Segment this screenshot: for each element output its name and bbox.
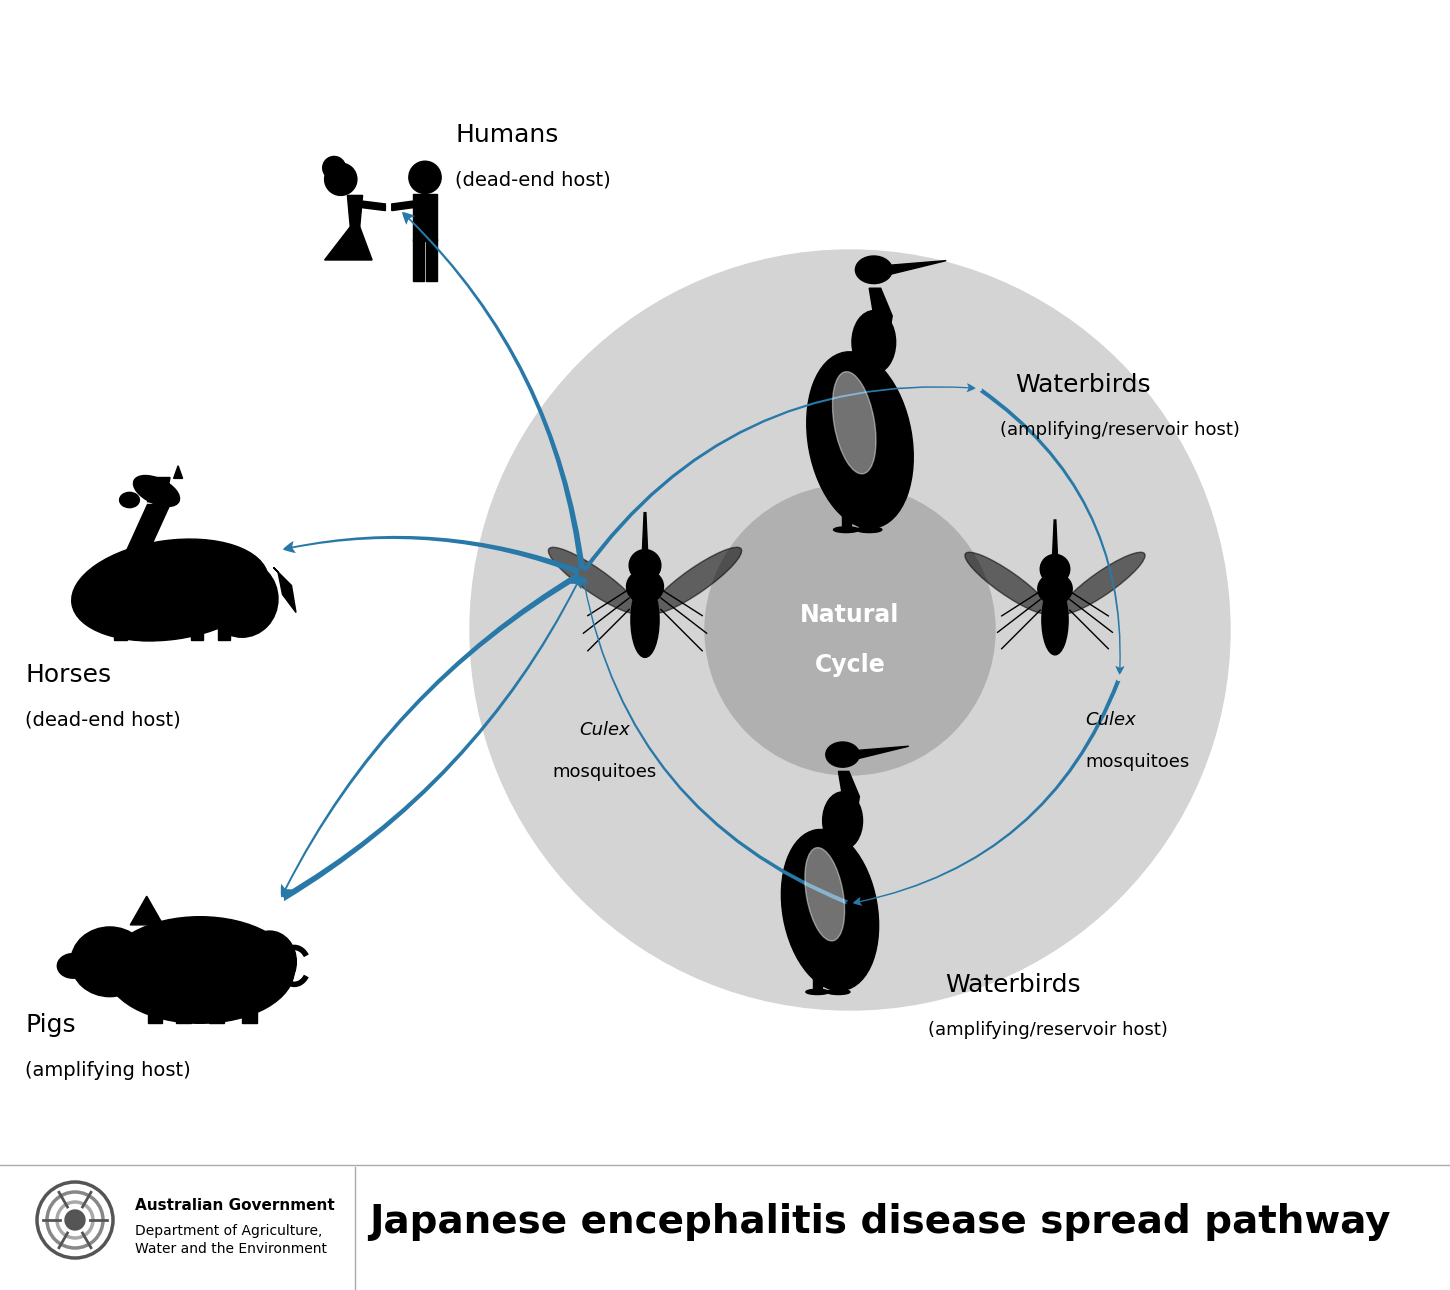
Ellipse shape	[964, 552, 1050, 614]
Circle shape	[325, 163, 357, 195]
FancyArrowPatch shape	[281, 571, 581, 898]
Polygon shape	[325, 227, 373, 261]
Circle shape	[470, 250, 1230, 1010]
Ellipse shape	[857, 526, 882, 533]
Circle shape	[409, 161, 441, 194]
Ellipse shape	[548, 547, 639, 614]
Ellipse shape	[805, 848, 844, 940]
Ellipse shape	[133, 476, 180, 507]
Text: (amplifying/reservoir host): (amplifying/reservoir host)	[1000, 421, 1240, 439]
Ellipse shape	[1043, 586, 1069, 655]
Polygon shape	[174, 466, 183, 479]
FancyArrowPatch shape	[281, 575, 581, 902]
Polygon shape	[866, 288, 892, 360]
FancyArrowPatch shape	[580, 575, 848, 904]
Text: Pigs: Pigs	[25, 1013, 75, 1037]
Circle shape	[323, 156, 345, 179]
FancyArrowPatch shape	[980, 388, 1124, 675]
Ellipse shape	[71, 539, 268, 641]
Polygon shape	[130, 897, 162, 925]
Polygon shape	[864, 466, 874, 526]
Polygon shape	[642, 512, 648, 551]
Text: mosquitoes: mosquitoes	[552, 762, 657, 780]
Polygon shape	[242, 966, 257, 1023]
Text: Waterbirds: Waterbirds	[945, 973, 1080, 997]
Text: Natural: Natural	[800, 602, 899, 627]
Text: (dead-end host): (dead-end host)	[25, 711, 181, 730]
Circle shape	[705, 485, 995, 775]
Ellipse shape	[626, 570, 664, 604]
Ellipse shape	[1060, 552, 1146, 614]
Polygon shape	[813, 933, 822, 988]
Ellipse shape	[119, 493, 139, 508]
Text: (dead-end host): (dead-end host)	[455, 170, 610, 190]
Ellipse shape	[71, 928, 149, 997]
Polygon shape	[362, 201, 386, 210]
Polygon shape	[209, 966, 223, 1023]
Ellipse shape	[853, 311, 896, 374]
Polygon shape	[392, 201, 413, 210]
Ellipse shape	[822, 792, 863, 850]
Polygon shape	[148, 966, 162, 1023]
Ellipse shape	[782, 829, 879, 991]
Ellipse shape	[806, 352, 914, 528]
Polygon shape	[125, 504, 170, 553]
Circle shape	[1040, 555, 1070, 584]
Polygon shape	[857, 746, 909, 759]
Ellipse shape	[826, 989, 850, 995]
Text: Japanese encephalitis disease spread pathway: Japanese encephalitis disease spread pat…	[370, 1204, 1391, 1241]
Circle shape	[65, 1210, 86, 1229]
Polygon shape	[834, 933, 842, 988]
Polygon shape	[274, 568, 296, 613]
Polygon shape	[426, 239, 438, 281]
Polygon shape	[148, 477, 170, 502]
Ellipse shape	[244, 931, 296, 992]
Text: Horses: Horses	[25, 663, 112, 688]
Text: Culex: Culex	[1085, 711, 1135, 729]
Text: Australian Government: Australian Government	[135, 1197, 335, 1213]
Ellipse shape	[832, 372, 876, 473]
Polygon shape	[115, 580, 126, 640]
Polygon shape	[191, 580, 203, 640]
Ellipse shape	[1038, 573, 1072, 605]
Text: mosquitoes: mosquitoes	[1085, 753, 1189, 771]
Ellipse shape	[834, 526, 858, 533]
Text: Humans: Humans	[455, 123, 558, 147]
Polygon shape	[841, 466, 851, 526]
Polygon shape	[218, 580, 231, 640]
Ellipse shape	[826, 742, 860, 768]
Polygon shape	[835, 771, 860, 836]
Polygon shape	[1053, 520, 1057, 556]
Ellipse shape	[58, 953, 88, 978]
Polygon shape	[141, 580, 154, 640]
Text: Department of Agriculture,
Water and the Environment: Department of Agriculture, Water and the…	[135, 1224, 328, 1256]
Polygon shape	[348, 195, 362, 227]
Text: Culex: Culex	[580, 721, 631, 739]
Text: (amplifying host): (amplifying host)	[25, 1060, 191, 1080]
Ellipse shape	[206, 561, 278, 637]
Ellipse shape	[631, 583, 660, 658]
Ellipse shape	[651, 547, 741, 614]
Ellipse shape	[856, 255, 892, 284]
FancyArrowPatch shape	[583, 383, 976, 571]
FancyArrowPatch shape	[853, 680, 1121, 906]
Polygon shape	[413, 239, 423, 281]
Text: (amplifying/reservoir host): (amplifying/reservoir host)	[928, 1020, 1167, 1038]
Ellipse shape	[106, 917, 294, 1023]
FancyArrowPatch shape	[283, 535, 581, 575]
Polygon shape	[413, 194, 438, 241]
Polygon shape	[890, 261, 947, 275]
Ellipse shape	[806, 989, 829, 995]
Text: Cycle: Cycle	[815, 653, 886, 677]
Text: Waterbirds: Waterbirds	[1015, 373, 1151, 397]
Polygon shape	[177, 966, 191, 1023]
Circle shape	[629, 550, 661, 582]
FancyArrowPatch shape	[402, 212, 584, 570]
